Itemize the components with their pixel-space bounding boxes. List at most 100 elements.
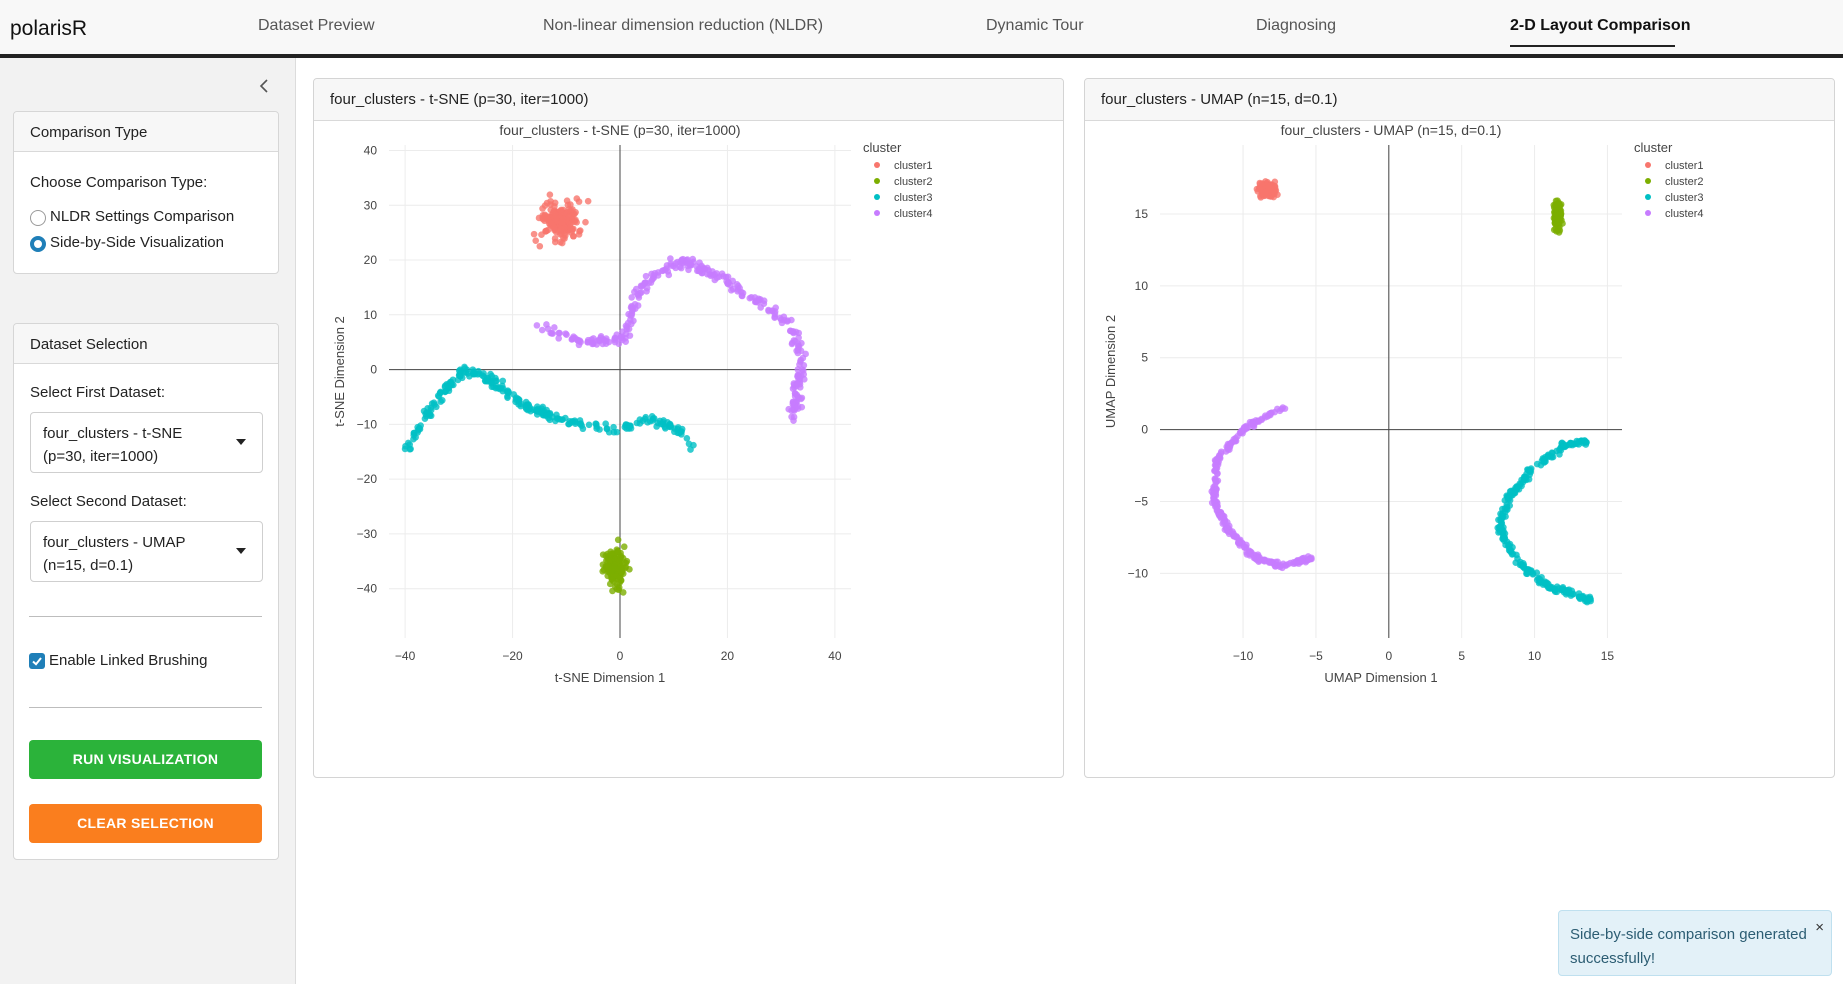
data-point-cluster3[interactable] (650, 415, 658, 422)
data-point-cluster1[interactable] (1253, 185, 1261, 193)
data-point-cluster4[interactable] (631, 305, 639, 312)
series-cluster2[interactable] (1550, 197, 1566, 236)
data-point-cluster4[interactable] (718, 270, 726, 277)
data-point-cluster1[interactable] (566, 213, 573, 221)
data-point-cluster1[interactable] (544, 216, 552, 223)
data-point-cluster3[interactable] (603, 425, 611, 432)
data-point-cluster3[interactable] (527, 407, 534, 415)
data-point-cluster1[interactable] (1271, 190, 1278, 198)
data-point-cluster3[interactable] (1579, 593, 1586, 601)
data-point-cluster4[interactable] (797, 356, 805, 364)
tab-dynamic-tour[interactable]: Dynamic Tour (986, 17, 1084, 34)
data-point-cluster3[interactable] (499, 377, 507, 385)
series-cluster1[interactable] (530, 191, 592, 250)
legend-marker-cluster3[interactable] (874, 194, 880, 200)
data-point-cluster4[interactable] (626, 332, 634, 339)
data-point-cluster1[interactable] (569, 225, 577, 233)
data-point-cluster4[interactable] (778, 319, 786, 327)
data-point-cluster3[interactable] (474, 370, 482, 378)
data-point-cluster3[interactable] (442, 388, 449, 395)
data-point-cluster4[interactable] (562, 330, 569, 337)
data-point-cluster3[interactable] (577, 420, 585, 427)
data-point-cluster4[interactable] (538, 326, 546, 334)
data-point-cluster3[interactable] (641, 415, 649, 423)
data-point-cluster4[interactable] (1212, 479, 1220, 486)
run-visualization-button[interactable]: RUN VISUALIZATION (29, 740, 262, 779)
data-point-cluster3[interactable] (1506, 542, 1513, 550)
data-point-cluster4[interactable] (1274, 558, 1281, 566)
data-point-cluster2[interactable] (1552, 201, 1559, 208)
data-point-cluster3[interactable] (402, 442, 409, 450)
data-point-cluster1[interactable] (1260, 189, 1267, 197)
data-point-cluster4[interactable] (1305, 556, 1313, 563)
data-point-cluster4[interactable] (1281, 405, 1289, 412)
data-point-cluster4[interactable] (1242, 423, 1249, 431)
data-point-cluster3[interactable] (1567, 439, 1574, 447)
data-point-cluster4[interactable] (768, 307, 776, 315)
legend-marker-cluster2[interactable] (1645, 178, 1651, 184)
legend-label-cluster4[interactable]: cluster4 (894, 208, 933, 220)
legend-label-cluster2[interactable]: cluster2 (894, 176, 933, 188)
clear-selection-button[interactable]: CLEAR SELECTION (29, 804, 262, 843)
data-point-cluster4[interactable] (543, 321, 550, 328)
legend-label-cluster3[interactable]: cluster3 (1665, 192, 1704, 204)
radio-label-side-by-side[interactable]: Side-by-Side Visualization (50, 234, 224, 251)
data-point-cluster3[interactable] (1547, 452, 1555, 460)
data-point-cluster3[interactable] (683, 434, 691, 442)
data-point-cluster3[interactable] (490, 383, 497, 391)
data-point-cluster3[interactable] (497, 384, 505, 392)
data-point-cluster2[interactable] (608, 576, 616, 584)
data-point-cluster3[interactable] (1501, 535, 1509, 543)
data-point-cluster3[interactable] (1573, 437, 1581, 445)
data-point-cluster2[interactable] (615, 584, 623, 591)
data-point-cluster3[interactable] (1556, 451, 1563, 458)
data-point-cluster3[interactable] (484, 375, 492, 382)
data-point-cluster3[interactable] (1507, 487, 1515, 495)
data-point-cluster4[interactable] (711, 271, 718, 278)
data-point-cluster4[interactable] (574, 336, 582, 344)
legend-marker-cluster1[interactable] (874, 162, 880, 168)
legend-marker-cluster3[interactable] (1645, 194, 1651, 200)
data-point-cluster3[interactable] (659, 420, 667, 428)
data-point-cluster1[interactable] (557, 225, 565, 233)
legend-marker-cluster4[interactable] (874, 210, 880, 216)
data-point-cluster4[interactable] (788, 316, 795, 324)
data-point-cluster4[interactable] (533, 322, 541, 329)
data-point-cluster3[interactable] (626, 423, 634, 430)
data-point-cluster3[interactable] (610, 423, 617, 431)
data-point-cluster3[interactable] (534, 408, 541, 415)
series-cluster3[interactable] (1494, 437, 1594, 606)
data-point-cluster4[interactable] (729, 285, 737, 293)
data-point-cluster3[interactable] (552, 417, 559, 425)
data-point-cluster3[interactable] (492, 377, 499, 385)
data-point-cluster4[interactable] (1220, 513, 1228, 520)
data-point-cluster3[interactable] (1538, 573, 1545, 581)
data-point-cluster3[interactable] (613, 428, 621, 436)
data-point-cluster3[interactable] (431, 401, 438, 408)
data-point-cluster4[interactable] (679, 255, 687, 263)
legend-label-cluster2[interactable]: cluster2 (1665, 176, 1704, 188)
data-point-cluster3[interactable] (572, 420, 579, 427)
data-point-cluster4[interactable] (627, 312, 634, 319)
data-point-cluster4[interactable] (754, 299, 762, 306)
data-point-cluster1[interactable] (569, 232, 577, 240)
data-point-cluster3[interactable] (593, 425, 600, 432)
data-point-cluster2[interactable] (609, 566, 617, 573)
data-point-cluster3[interactable] (1541, 579, 1549, 587)
data-point-cluster4[interactable] (628, 320, 635, 328)
data-point-cluster4[interactable] (800, 376, 808, 383)
data-point-cluster4[interactable] (663, 262, 671, 269)
data-point-cluster4[interactable] (1298, 556, 1306, 564)
data-point-cluster3[interactable] (434, 392, 442, 399)
data-point-cluster3[interactable] (654, 419, 662, 427)
data-point-cluster3[interactable] (461, 363, 468, 371)
data-point-cluster4[interactable] (551, 324, 558, 331)
data-point-cluster4[interactable] (760, 297, 768, 305)
data-point-cluster4[interactable] (725, 278, 732, 286)
legend-label-cluster3[interactable]: cluster3 (894, 192, 933, 204)
data-point-cluster3[interactable] (515, 396, 523, 404)
data-point-cluster1[interactable] (530, 230, 538, 238)
data-point-cluster4[interactable] (632, 285, 640, 293)
data-point-cluster3[interactable] (1550, 585, 1558, 593)
data-point-cluster4[interactable] (748, 294, 755, 301)
